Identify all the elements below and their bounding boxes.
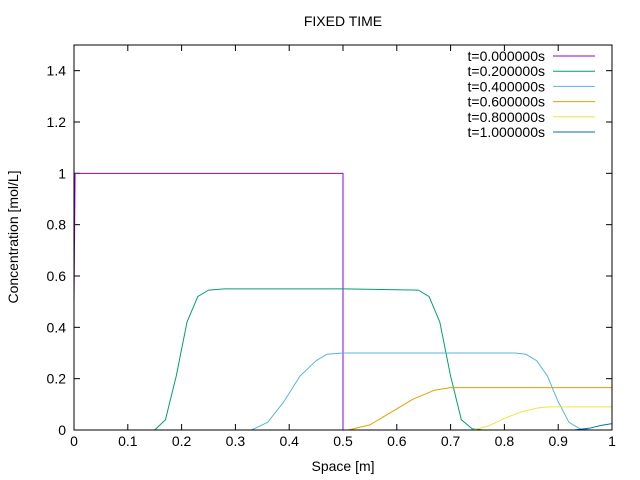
y-tick-label: 0.2 — [47, 371, 67, 387]
axis-ticks: 0 0.1 0.2 0.3 0.4 0.5 0.6 0.7 0.8 0.9 1 0 0.2 0.4 0.6 0… — [47, 45, 616, 449]
x-tick-label: 0 — [70, 433, 78, 449]
series-line — [74, 387, 612, 431]
legend-label: t=0.200000s — [468, 63, 545, 79]
legend-label: t=0.800000s — [468, 109, 545, 125]
plot-frame — [73, 44, 613, 431]
x-tick-label: 0.4 — [279, 433, 299, 449]
series-line — [74, 406, 612, 431]
x-tick-label: 0.6 — [387, 433, 407, 449]
chart-title: FIXED TIME — [304, 13, 382, 29]
legend-label: t=0.600000s — [468, 94, 545, 110]
y-tick-label: 1.4 — [47, 63, 67, 79]
x-tick-label: 0.9 — [548, 433, 568, 449]
y-tick-label: 0.6 — [47, 268, 67, 284]
series-line — [74, 352, 612, 431]
y-tick-label: 0.8 — [47, 217, 67, 233]
y-tick-label: 0 — [58, 422, 66, 438]
x-tick-label: 1 — [608, 433, 616, 449]
x-tick-label: 0.3 — [226, 433, 246, 449]
series-line — [74, 288, 612, 431]
plot-series — [73, 172, 613, 431]
x-tick-label: 0.8 — [495, 433, 515, 449]
y-tick-label: 1.2 — [47, 114, 67, 130]
x-axis-label: Space [m] — [311, 458, 374, 474]
y-tick-label: 1 — [58, 165, 66, 181]
x-tick-label: 0.2 — [172, 433, 192, 449]
x-tick-label: 0.5 — [333, 433, 353, 449]
y-tick-label: 0.4 — [47, 319, 67, 335]
x-tick-label: 0.1 — [118, 433, 138, 449]
legend: t=0.000000st=0.200000st=0.400000st=0.600… — [468, 48, 595, 140]
legend-label: t=0.000000s — [468, 48, 545, 64]
x-tick-label: 0.7 — [441, 433, 461, 449]
y-axis-label: Concentration [mol/L] — [5, 170, 21, 303]
series-line — [73, 172, 612, 431]
legend-label: t=0.400000s — [468, 78, 545, 94]
legend-label: t=1.000000s — [468, 124, 545, 140]
